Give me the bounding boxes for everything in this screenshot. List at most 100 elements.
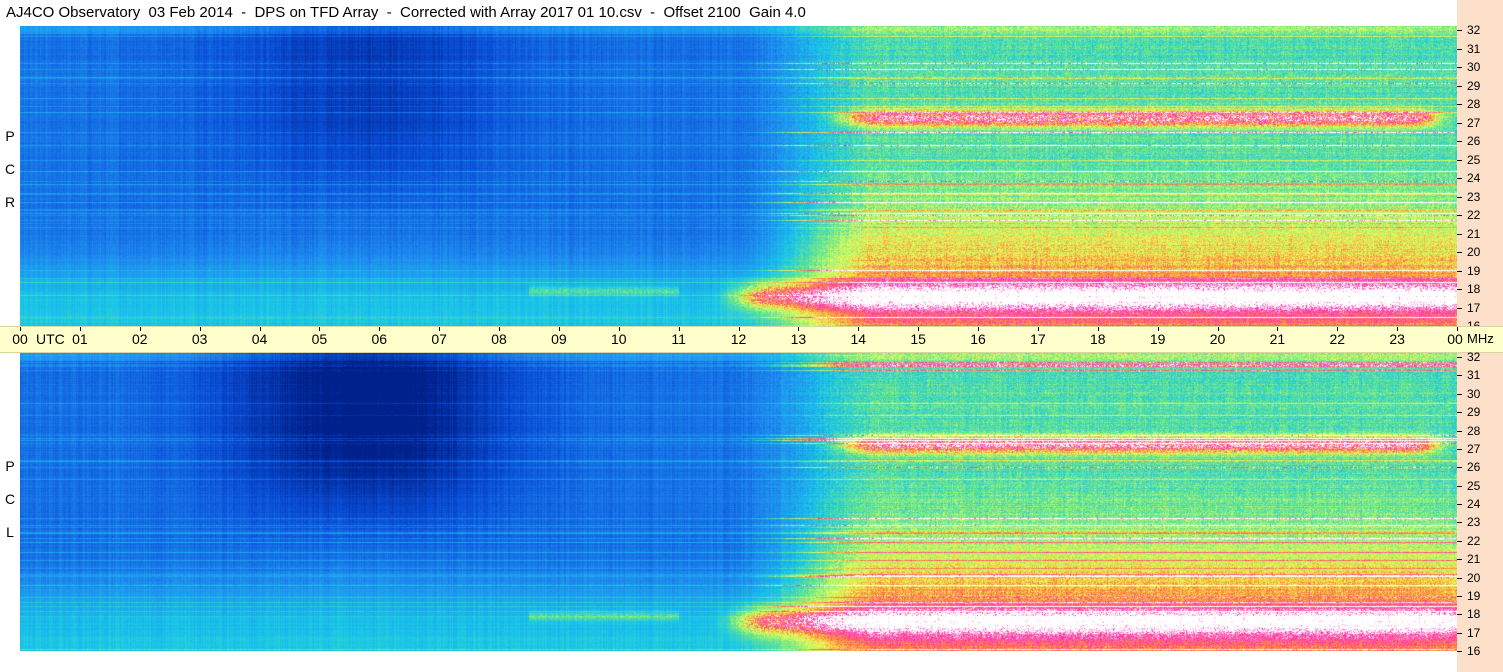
spectrogram-rcp [20, 26, 1457, 326]
frequency-axis-tick-label: 29 [1467, 405, 1481, 420]
time-axis-tick [439, 327, 441, 331]
time-axis-tick-label: 17 [1030, 331, 1046, 347]
time-axis-tick [978, 327, 979, 331]
frequency-axis-tick-label: 17 [1467, 625, 1481, 640]
frequency-axis-tick [1457, 122, 1462, 124]
frequency-axis-tick [1457, 196, 1462, 198]
time-axis-tick [379, 327, 381, 331]
time-axis-tick-label: 00 [12, 331, 28, 347]
frequency-axis-tick [1457, 357, 1462, 358]
frequency-axis-tick [1457, 375, 1462, 377]
frequency-axis-tick [1457, 67, 1462, 68]
time-axis-tick-label: 11 [671, 331, 686, 347]
frequency-axis-tick [1457, 270, 1462, 272]
frequency-axis-tick [1457, 289, 1462, 290]
time-axis: UTC MHz 00 01 02 03 04 05 06 07 08 09 10 11 12 13 14 15… [0, 326, 1503, 353]
frequency-axis-tick [1457, 430, 1462, 432]
frequency-axis-tick-label: 18 [1467, 607, 1481, 622]
time-axis-tick-label: 10 [610, 331, 627, 347]
time-axis-tick-label: 07 [431, 331, 447, 347]
panel-label-lcp: P C L [0, 450, 20, 549]
time-axis-tick [798, 327, 800, 331]
frequency-axis-tick-label: 32 [1467, 350, 1481, 364]
time-axis-tick-label: 21 [1269, 331, 1286, 347]
frequency-axis-tick [1457, 393, 1462, 395]
frequency-axis-tick-label: 28 [1467, 97, 1481, 111]
time-axis-tick-label: 16 [970, 331, 986, 347]
frequency-axis-tick-label: 21 [1467, 226, 1481, 241]
frequency-axis-tick-label: 29 [1467, 78, 1481, 93]
time-axis-tick [1457, 327, 1458, 331]
time-axis-tick [1217, 327, 1219, 331]
time-axis-tick [618, 327, 620, 331]
panel-label-letter: P [5, 128, 15, 144]
frequency-axis-tick-label: 26 [1467, 134, 1481, 148]
time-axis-tick [1157, 327, 1159, 331]
frequency-axis-tick-label: 16 [1467, 644, 1481, 658]
time-axis-tick-label: 01 [72, 331, 88, 347]
time-axis-tick [858, 327, 860, 331]
time-axis-tick-label: 09 [551, 331, 567, 347]
frequency-axis-tick-label: 25 [1467, 152, 1481, 167]
frequency-axis-tick-label: 30 [1467, 386, 1481, 401]
frequency-axis-tick [1457, 215, 1462, 216]
spectrogram-lcp-canvas [20, 353, 1457, 651]
frequency-axis-tick-label: 31 [1467, 368, 1481, 383]
frequency-axis-tick-label: 22 [1467, 208, 1481, 222]
frequency-axis-tick [1457, 307, 1462, 309]
time-axis-tick [20, 327, 21, 331]
time-axis-tick [918, 327, 920, 331]
frequency-axis-tick [1457, 48, 1462, 50]
time-axis-tick [499, 327, 500, 331]
time-axis-unit: UTC [36, 331, 65, 347]
frequency-axis-tick [1457, 178, 1462, 179]
panel-label-letter: L [6, 524, 14, 540]
time-axis-tick [79, 327, 81, 331]
spectrogram-rcp-canvas [20, 26, 1457, 326]
frequency-axis-tick-label: 32 [1467, 23, 1481, 37]
frequency-axis-tick [1457, 595, 1462, 597]
frequency-axis-tick [1457, 559, 1462, 561]
time-axis-tick-label: 03 [191, 331, 208, 347]
frequency-axis-tick [1457, 412, 1462, 414]
frequency-axis-lcp: 32 31 30 29 28 27 26 25 24 23 22 21 20 19 18 17 16 [1457, 350, 1503, 672]
frequency-axis-tick [1457, 485, 1462, 487]
time-axis-tick-label: 23 [1389, 331, 1405, 347]
frequency-axis-tick [1457, 467, 1462, 469]
frequency-axis-tick [1457, 632, 1462, 634]
frequency-axis-tick-label: 20 [1467, 245, 1481, 259]
frequency-axis-tick-label: 21 [1467, 552, 1481, 567]
frequency-axis-tick-label: 22 [1467, 533, 1481, 548]
frequency-axis-tick-label: 23 [1467, 189, 1481, 204]
frequency-axis-tick-label: 27 [1467, 115, 1481, 130]
time-axis-tick-label: 20 [1209, 331, 1226, 347]
frequency-axis-tick-label: 20 [1467, 570, 1481, 585]
time-axis-tick-label: 06 [371, 331, 388, 347]
frequency-axis-tick [1457, 614, 1462, 616]
time-axis-tick [1277, 327, 1279, 331]
time-axis-tick-label: 02 [131, 331, 148, 347]
frequency-axis-tick-label: 31 [1467, 41, 1481, 56]
time-axis-tick [1037, 327, 1039, 331]
chart-title: AJ4CO Observatory 03 Feb 2014 - DPS on T… [6, 4, 806, 21]
panel-label-letter: P [5, 458, 15, 474]
frequency-axis-tick [1457, 448, 1462, 450]
frequency-axis-tick [1457, 252, 1462, 253]
time-axis-tick-label: 15 [910, 331, 926, 347]
time-axis-tick [678, 327, 680, 331]
frequency-axis-tick [1457, 159, 1462, 161]
spectrogram-lcp [20, 353, 1457, 651]
frequency-axis-tick [1457, 540, 1462, 542]
time-axis-tick-label: 08 [491, 331, 507, 347]
time-axis-tick [558, 327, 560, 331]
frequency-axis-tick-label: 30 [1467, 60, 1481, 74]
time-axis-tick-label: 18 [1089, 331, 1106, 347]
frequency-axis-tick [1457, 85, 1462, 87]
frequency-axis-tick-label: 26 [1467, 460, 1481, 475]
time-axis-tick-label: 22 [1329, 331, 1346, 347]
frequency-axis-tick-label: 24 [1467, 497, 1481, 511]
time-axis-tick [1397, 327, 1399, 331]
frequency-axis-tick-label: 19 [1467, 263, 1481, 278]
frequency-axis-tick [1457, 141, 1462, 142]
time-axis-tick [738, 327, 740, 331]
